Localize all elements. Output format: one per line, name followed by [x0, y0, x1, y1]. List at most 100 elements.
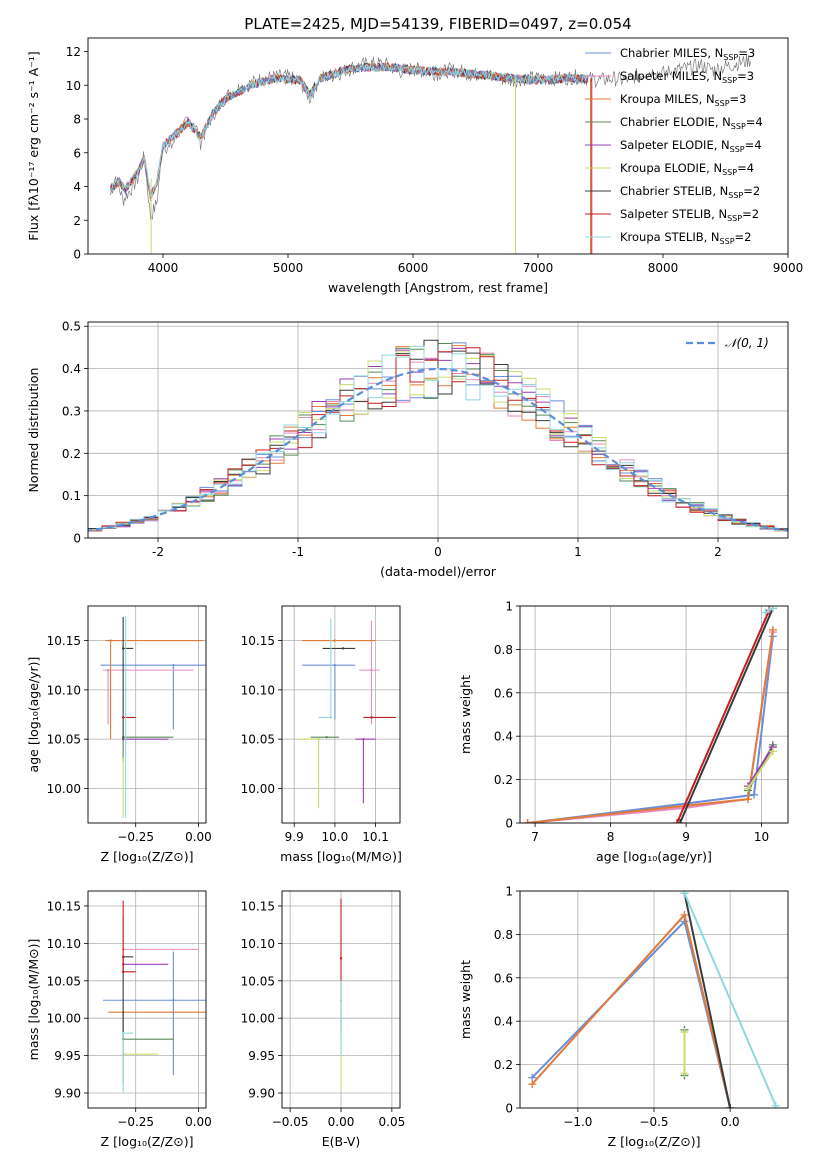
errorbar-point — [341, 647, 345, 650]
errorbar-point — [333, 663, 337, 667]
y-tick-label: 0 — [505, 817, 513, 831]
weight-marker — [680, 891, 689, 898]
y-tick-label: 10.00 — [241, 782, 275, 796]
x-tick-label: 0.05 — [379, 1115, 406, 1129]
y-tick-label: 10.10 — [241, 937, 275, 951]
y-tick-label: 0.1 — [62, 489, 81, 503]
errorbar-point — [172, 663, 175, 667]
x-tick-label: -2 — [152, 545, 164, 559]
chart-Z-weight: −1.0 −0.5 0.0 0 0.2 0.4 0.6 0.8 1 Z [log₁₀(Z/Z⊙)]… — [458, 885, 789, 1149]
histogram-step-8 — [88, 345, 788, 532]
x-axis-label: Z [log₁₀(Z/Z⊙)] — [101, 849, 194, 864]
axes-frame — [87, 605, 207, 824]
weight-marker — [680, 1069, 689, 1078]
figure-title: PLATE=2425, MJD=54139, FIBERID=0497, z=0… — [244, 15, 631, 33]
y-tick-label: 0.4 — [494, 1015, 513, 1029]
y-tick-label: 10.10 — [47, 937, 81, 951]
x-tick-label: 0.0 — [721, 1115, 740, 1129]
y-axis-label: age [log₁₀(age/yr)] — [26, 657, 41, 773]
y-tick-label: 10.05 — [47, 733, 81, 747]
weight-line-0 — [527, 636, 774, 823]
x-tick-label: 5000 — [273, 261, 304, 275]
errorbar-point — [370, 716, 373, 719]
weight-marker — [523, 819, 532, 823]
x-tick-label: −0.05 — [272, 1115, 309, 1129]
errorbar-point — [121, 716, 125, 719]
x-axis-label: mass [log₁₀(M/M⊙)] — [280, 849, 402, 864]
weight-marker — [768, 625, 777, 634]
y-tick-label: 0.4 — [494, 730, 513, 744]
x-tick-label: 7000 — [523, 261, 554, 275]
y-tick-label: 0.8 — [494, 928, 513, 942]
errorbar-point — [106, 668, 110, 672]
axes-frame — [87, 890, 207, 1109]
y-tick-label: 10.10 — [47, 683, 81, 697]
weight-marker — [726, 1104, 735, 1108]
y-tick-label: 4 — [73, 180, 81, 194]
x-tick-label: 10.1 — [362, 830, 389, 844]
errorbar-point — [121, 757, 125, 761]
y-tick-label: 10.15 — [47, 899, 81, 913]
y-tick-label: 0 — [73, 532, 81, 546]
y-tick-label: 1 — [505, 885, 513, 899]
x-tick-label: −0.5 — [639, 1115, 668, 1129]
y-tick-label: 0.2 — [494, 1058, 513, 1072]
weight-line-0 — [531, 919, 732, 1108]
y-tick-label: 10.00 — [47, 782, 81, 796]
y-axis-label: mass [log₁₀(M/M⊙)] — [26, 939, 41, 1061]
weight-line-1 — [527, 631, 774, 823]
legend-label: Chabrier STELIB, NSSP=2 — [620, 184, 760, 200]
y-tick-label: 10.15 — [241, 899, 275, 913]
y-tick-label: 0.6 — [494, 686, 513, 700]
weight-marker — [743, 795, 752, 804]
x-tick-label: 7 — [531, 830, 539, 844]
errorbar-point — [333, 639, 337, 642]
legend: 𝒩(0, 1) — [686, 336, 769, 350]
y-tick-label: 0.5 — [62, 320, 81, 334]
x-tick-label: −1.0 — [563, 1115, 592, 1129]
model-line-7 — [110, 62, 589, 200]
x-axis-label: (data-model)/error — [380, 564, 497, 579]
x-tick-label: −0.25 — [117, 1115, 154, 1129]
errorbar-point — [339, 957, 343, 960]
plot-area — [103, 900, 206, 1094]
weight-marker — [676, 819, 685, 823]
y-tick-label: 6 — [73, 146, 81, 160]
y-tick-label: 10.05 — [47, 974, 81, 988]
plot-area — [523, 606, 777, 823]
weight-marker — [528, 1080, 537, 1089]
plot-area — [88, 339, 788, 534]
x-axis-label: E(B-V) — [322, 1134, 361, 1149]
weight-line-7 — [676, 609, 771, 823]
x-tick-label: 10 — [754, 830, 769, 844]
plot-area — [110, 53, 751, 254]
y-tick-label: 0.6 — [494, 971, 513, 985]
errorbar-point — [121, 1031, 125, 1035]
y-tick-label: 10.00 — [47, 1012, 81, 1026]
y-axis-label: Normed distribution — [26, 368, 41, 493]
weight-line-5 — [747, 750, 774, 789]
axes-frame — [281, 890, 401, 1109]
errorbar-point — [172, 999, 175, 1002]
errorbar-point — [121, 647, 125, 650]
errorbar-point — [339, 1017, 343, 1020]
legend: Chabrier MILES, NSSP=3 Salpeter MILES, NS… — [585, 46, 763, 246]
x-tick-label: 8000 — [648, 261, 679, 275]
y-tick-label: 1 — [505, 600, 513, 614]
weight-line-8 — [764, 607, 774, 614]
chart-age-weight: 7 8 9 10 0 0.2 0.4 0.6 0.8 1 age [log₁₀(age/yr)] ma… — [458, 600, 789, 864]
y-tick-label: 0.2 — [62, 447, 81, 461]
y-tick-label: 12 — [66, 45, 81, 59]
errorbar-point — [329, 716, 333, 719]
plot-area — [528, 891, 780, 1108]
y-tick-label: 0.3 — [62, 404, 81, 418]
errorbar-point — [370, 668, 373, 672]
weight-marker — [673, 819, 682, 823]
weight-line-8 — [683, 892, 777, 1107]
y-tick-label: 9.90 — [54, 1087, 81, 1101]
x-tick-label: 2 — [714, 545, 722, 559]
x-axis-label: Z [log₁₀(Z/Z⊙)] — [608, 1134, 701, 1149]
weight-line-6 — [683, 892, 732, 1108]
errorbar-point — [317, 737, 320, 741]
legend-label: Salpeter ELODIE, NSSP=4 — [620, 138, 762, 154]
